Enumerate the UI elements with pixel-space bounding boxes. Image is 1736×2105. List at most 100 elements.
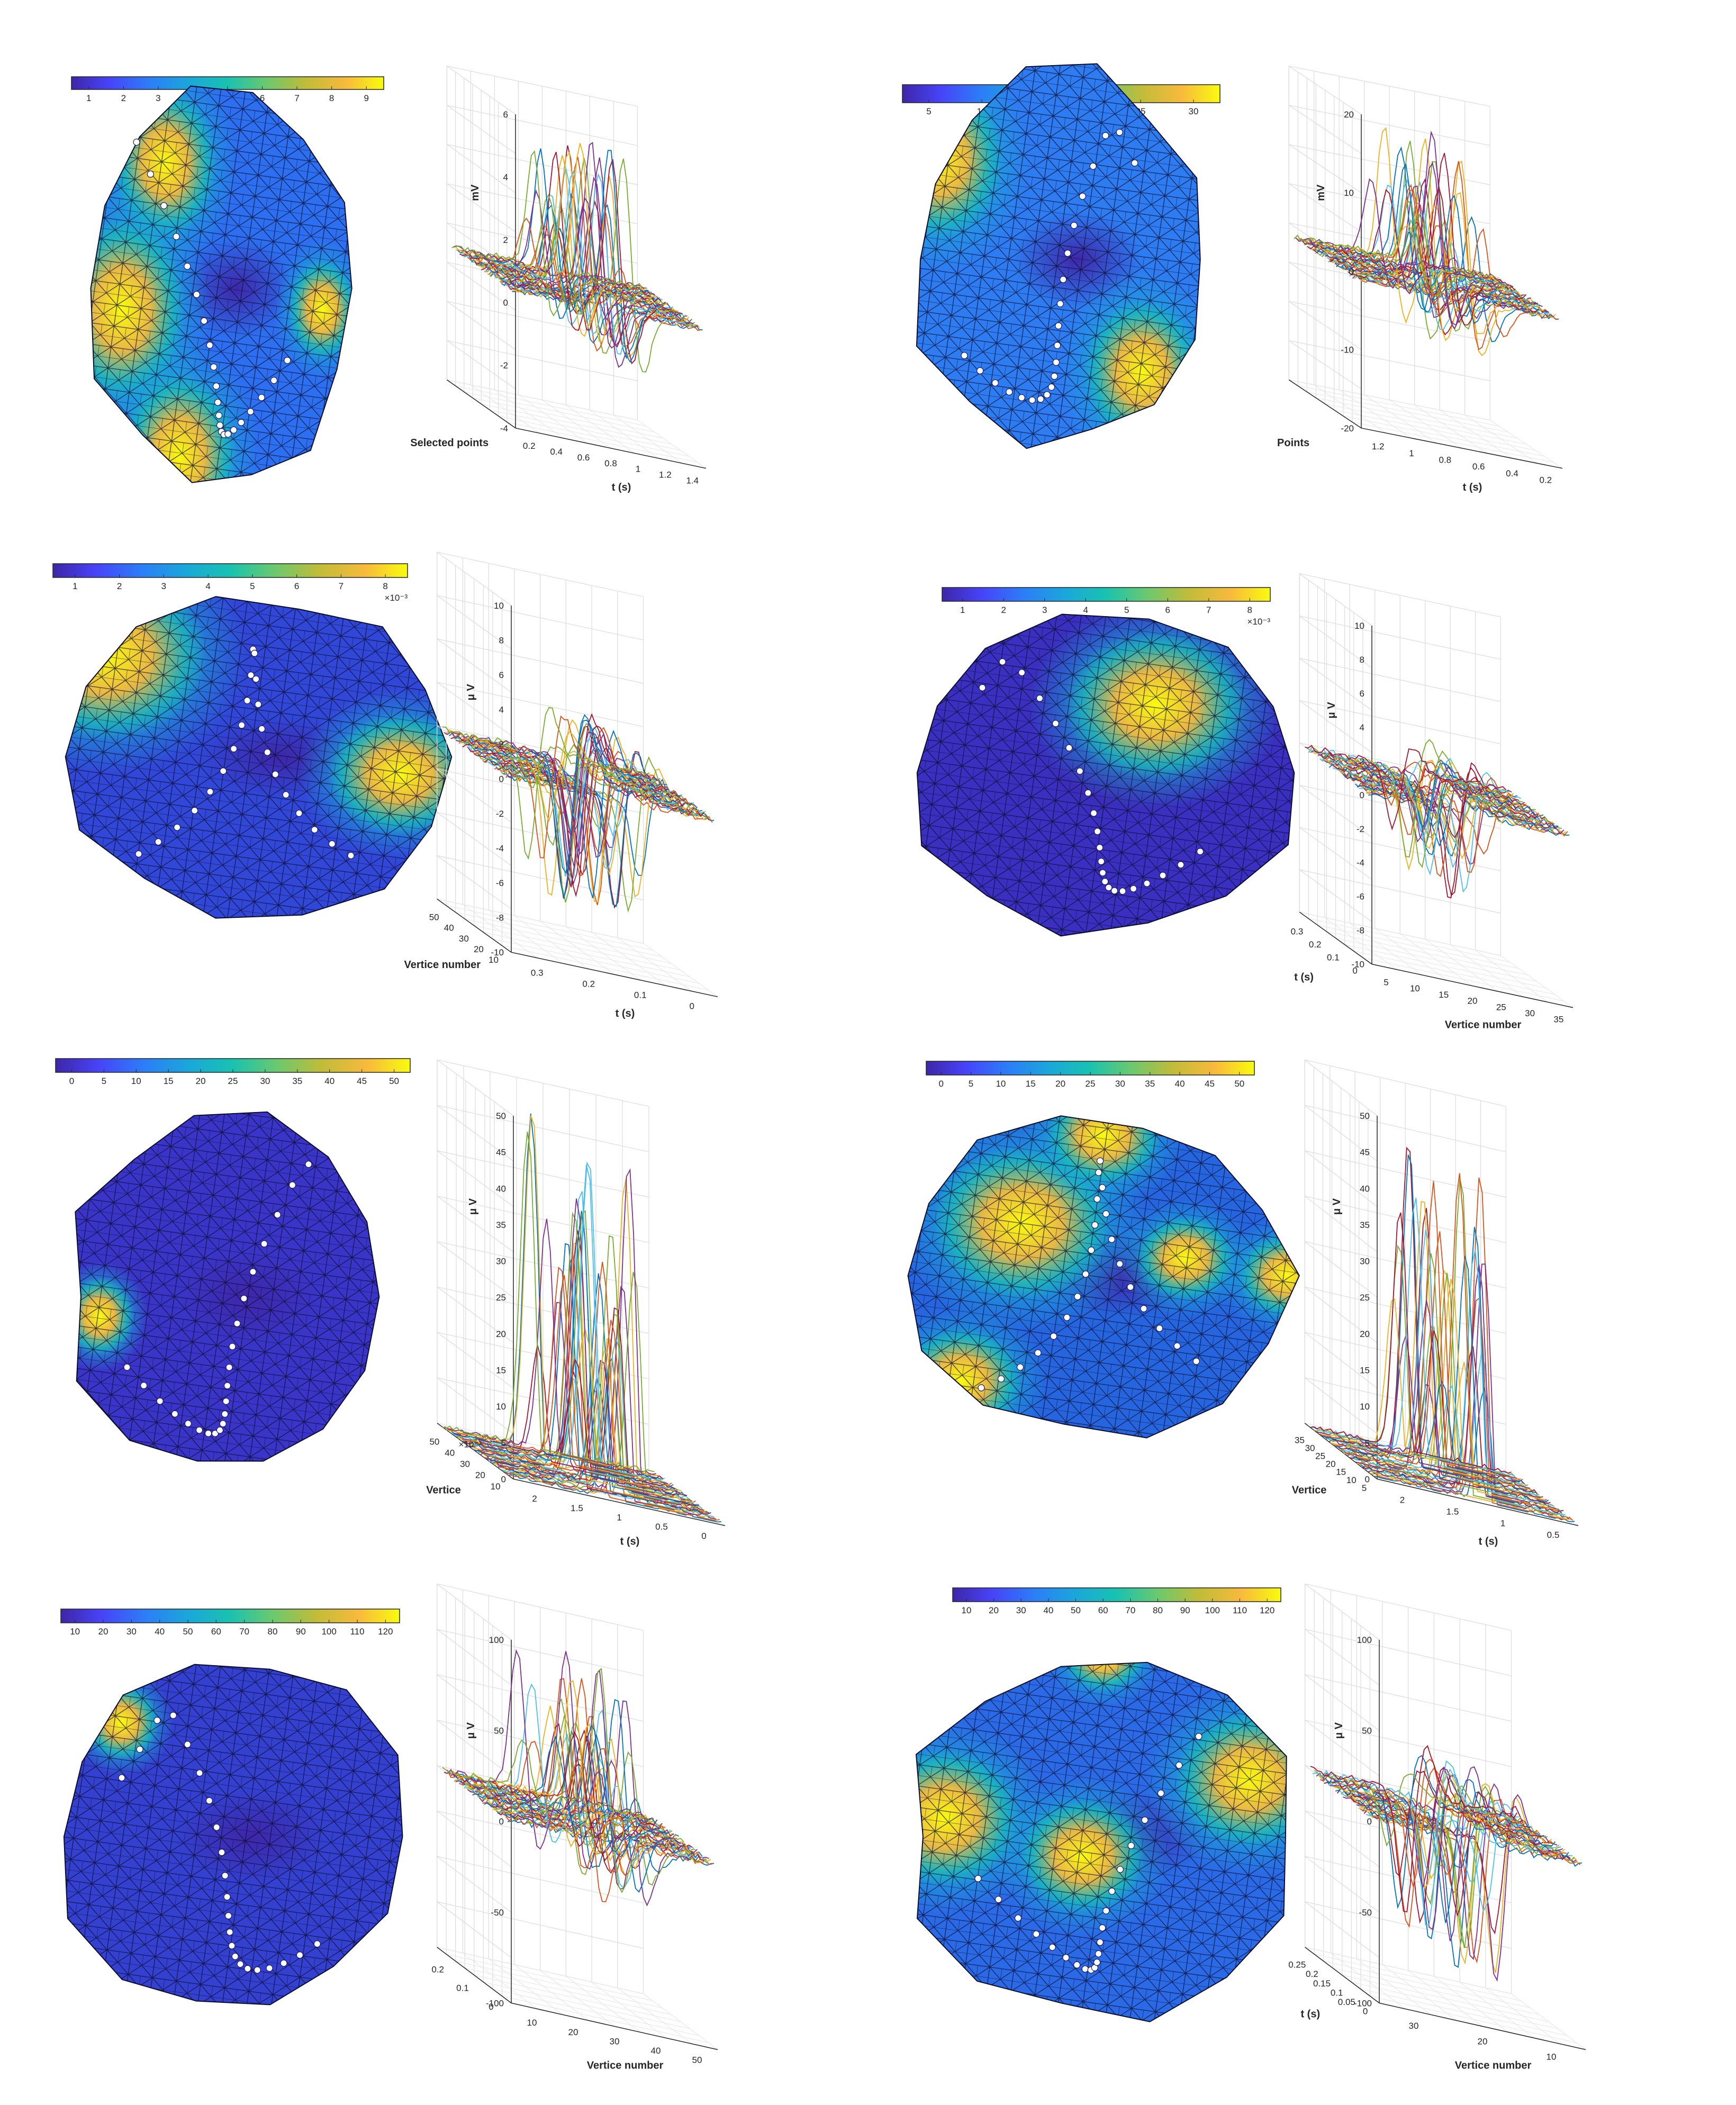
z-axis-label: mV [1315,184,1327,201]
trace-line [1349,1208,1551,1504]
z-tick-label: 8 [499,636,504,646]
colorbar-tick-label: 35 [292,1076,302,1086]
colorbar-tick-label: 20 [989,1605,999,1615]
trace-line [448,1275,660,1477]
x-axis-label: t (s) [1479,1535,1498,1547]
trace-line [1308,739,1510,858]
z-tick-label: -4 [496,844,504,854]
z-tick-label: -6 [496,878,504,888]
z-tick-label: 20 [496,1329,506,1339]
colorbar-tick-label: 10 [961,1605,971,1615]
trace-line [446,1115,658,1476]
colorbar-gradient [52,563,408,578]
colorbar-tick-label: 1 [73,581,77,591]
signal-traces [1305,739,1570,899]
waterfall-plot: 6 4 2 0 -2 -4 0.2 0.4 0.6 0.8 1 1.2 1.4 mV t (s) Select… [410,66,707,493]
trace-line [1364,1352,1566,1516]
colorbar-tick-label: 8 [383,581,387,591]
trace-line [1305,745,1507,831]
colorbar-tick-label: 7 [294,93,299,103]
heart-mesh-surface [63,1664,403,2005]
trace-line [452,1683,659,1843]
z-tick-label: -2 [496,809,504,819]
trace-line [1336,766,1538,832]
axis-exponent: ×10⁻³ [459,1439,482,1449]
colorbar-tick-label: 100 [321,1627,336,1637]
trace-line [504,230,695,336]
trace-line [1324,1770,1531,1877]
colorbar-tick-label: 30 [1115,1079,1125,1089]
colorbar-tick-label: 10 [131,1076,141,1086]
z-tick-label: 4 [1360,722,1364,733]
y-tick-label: 15 [1336,1467,1346,1477]
trace-line [1310,1745,1517,1913]
z-tick-label: 4 [503,173,508,183]
heart-mesh-surface [915,1661,1287,2022]
x-tick-label: 0.2 [582,979,595,989]
signal-traces [442,1649,715,1907]
z-tick-label: 6 [1360,689,1364,699]
z-tick-label: 15 [496,1365,506,1375]
y-tick-label: 35 [1295,1435,1305,1445]
trace-line [454,1210,667,1483]
trace-line [1353,1272,1554,1507]
z-tick-label: -20 [1341,423,1354,433]
trace-line [1333,1758,1541,1928]
trace-line [492,1168,704,1511]
y-tick-label: 0.2 [431,1964,444,1974]
colorbar-exponent: ×10⁻³ [1247,617,1271,627]
x-tick-label: 25 [1496,1002,1506,1012]
x-tick-label: 1 [1409,448,1414,458]
trace-line [1319,1181,1521,1481]
x-axis-label: Vertice number [1445,1019,1522,1031]
trace-line [504,768,711,898]
z-tick-label: 40 [496,1184,506,1194]
colorbar: 10 20 30 40 50 60 70 80 90 100 110 120 [952,1587,1281,1615]
x-tick-label: 1 [1500,1518,1505,1528]
x-tick-label: 1 [617,1512,621,1522]
z-tick-label: 45 [1360,1148,1370,1158]
x-tick-label: 1.2 [1372,441,1385,451]
trace-line [483,194,674,326]
y-axis-label: Vertice [426,1485,461,1496]
trace-line [497,1736,704,1874]
heart-mesh-surface [65,596,453,919]
trace-line [1341,1779,1548,1905]
z-tick-label: 45 [496,1148,506,1158]
z-tick-label: 0 [503,298,508,308]
z-axis-label: μ V [465,684,477,701]
trace-line [1375,1791,1583,1968]
x-tick-label: 0.2 [1540,475,1552,485]
y-tick-label: 20 [474,944,484,954]
trace-line [508,1388,720,1521]
z-tick-label: -10 [1341,345,1354,355]
y-tick-label: 40 [445,1448,455,1458]
colorbar-gradient [952,1587,1281,1602]
colorbar-tick-label: 80 [1153,1605,1163,1615]
signal-traces [1310,1745,1583,1982]
z-tick-label: 10 [1354,621,1364,631]
trace-line [1362,1806,1569,1868]
z-tick-label: -10 [491,947,504,957]
x-tick-label: 50 [692,2055,702,2065]
colorbar-tick-label: 20 [196,1076,206,1086]
trace-line [474,726,681,899]
signal-traces [442,1113,721,1523]
waterfall-plot: 100500-50-10030201000.050.10.150.20.25μ … [1288,1583,1586,2071]
x-axis-label: Vertice number [1455,2059,1532,2071]
x-tick-label: 0.6 [577,453,590,463]
colorbar-tick-label: 4 [205,581,210,591]
y-tick-label: 20 [475,1470,485,1480]
y-tick-label: 0.1 [1331,1987,1343,1998]
selected-points-markers [133,138,291,438]
trace-line [473,1243,686,1497]
colorbar-tick-label: 70 [1125,1605,1135,1615]
trace-line [489,761,696,829]
trace-line [505,158,697,373]
panel-7: 10 20 30 40 50 60 70 80 90 100 110 120100500-50-100… [60,1583,718,2071]
z-tick-label: 35 [496,1220,506,1230]
trace-line [1315,1300,1517,1479]
signal-traces [451,141,703,373]
x-tick-label: 10 [527,2018,537,2028]
trace-line [448,719,656,874]
